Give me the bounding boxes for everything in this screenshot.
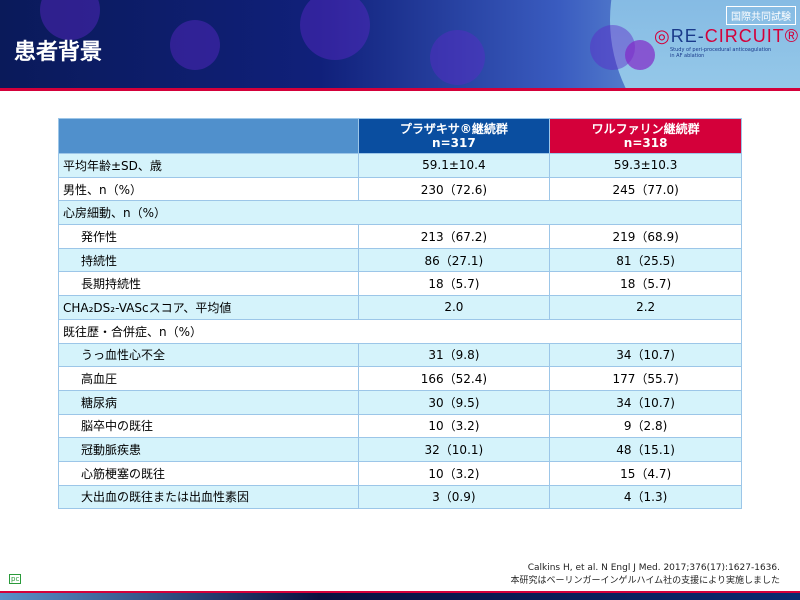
row-label: 心筋梗塞の既往	[58, 460, 359, 486]
header-banner	[0, 0, 800, 88]
trial-badge: 国際共同試験	[726, 6, 796, 25]
table-row: うっ血性心不全 31（9.8) 34（10.7)	[58, 342, 742, 368]
row-label: うっ血性心不全	[58, 342, 359, 368]
row-label: 平均年齢±SD、歳	[58, 153, 359, 178]
table-row: 脳卒中の既往 10（3.2) 9（2.8)	[58, 413, 742, 439]
table-row: 既往歴・合併症、n（%）	[58, 318, 742, 344]
footnote: Calkins H, et al. N Engl J Med. 2017;376…	[511, 562, 780, 588]
table-row: 大出血の既往または出血性素因 3（0.9) 4（1.3)	[58, 484, 742, 510]
row-label: 冠動脈疾患	[58, 437, 359, 462]
row-label: 発作性	[58, 224, 359, 249]
header-pradaxa: プラザキサ®継続群 n=317	[357, 118, 551, 154]
pradaxa-value: 230（72.6)	[357, 176, 551, 202]
table-row: 冠動脈疾患 32（10.1) 48（15.1)	[58, 437, 742, 462]
footer-band	[0, 591, 800, 600]
reference: Calkins H, et al. N Engl J Med. 2017;376…	[527, 563, 780, 573]
row-label: 長期持続性	[58, 271, 359, 297]
table-row: CHA₂DS₂-VAScスコア、平均値 2.0 2.2	[58, 295, 742, 320]
pradaxa-value: 86（27.1)	[357, 247, 551, 273]
pc-mark: pc	[9, 574, 22, 584]
table-row: 心筋梗塞の既往 10（3.2) 15（4.7)	[58, 460, 742, 486]
warfarin-value: 9（2.8)	[549, 413, 742, 439]
warfarin-value: 18（5.7)	[549, 271, 742, 297]
warfarin-value: 4（1.3)	[549, 484, 742, 510]
pradaxa-value: 32（10.1)	[357, 437, 551, 462]
pradaxa-value: 213（67.2)	[357, 224, 551, 249]
section-label: 心房細動、n（%）	[58, 200, 742, 226]
row-label: 持続性	[58, 247, 359, 273]
warfarin-value: 177（55.7)	[549, 366, 742, 391]
pradaxa-value: 31（9.8)	[357, 342, 551, 368]
patient-characteristics-table: プラザキサ®継続群 n=317 ワルファリン継続群 n=318 平均年齢±SD、歳 5…	[58, 118, 742, 510]
pradaxa-value: 2.0	[357, 295, 551, 320]
table-row: 糖尿病 30（9.5) 34（10.7)	[58, 389, 742, 415]
header-warfarin: ワルファリン継続群 n=318	[549, 118, 742, 154]
warfarin-value: 2.2	[549, 295, 742, 320]
table-row: 高血圧 166（52.4) 177（55.7)	[58, 366, 742, 391]
warfarin-value: 34（10.7)	[549, 342, 742, 368]
pradaxa-value: 3（0.9)	[357, 484, 551, 510]
warfarin-value: 34（10.7)	[549, 389, 742, 415]
pradaxa-value: 18（5.7)	[357, 271, 551, 297]
support-note: 本研究はベーリンガーインゲルハイム社の支援により実施しました	[510, 576, 780, 586]
warfarin-value: 219（68.9)	[549, 224, 742, 249]
table-row: 長期持続性 18（5.7) 18（5.7)	[58, 271, 742, 297]
pradaxa-value: 10（3.2)	[357, 460, 551, 486]
table-row: 発作性 213（67.2) 219（68.9)	[58, 224, 742, 249]
pradaxa-value: 59.1±10.4	[357, 153, 551, 178]
table-row: 男性、n（%） 230（72.6) 245（77.0)	[58, 176, 742, 202]
table-row: 心房細動、n（%）	[58, 200, 742, 226]
warfarin-value: 48（15.1)	[549, 437, 742, 462]
table-row: 平均年齢±SD、歳 59.1±10.4 59.3±10.3	[58, 153, 742, 178]
pradaxa-value: 166（52.4)	[357, 366, 551, 391]
page-title: 患者背景	[14, 40, 103, 65]
row-label: 高血圧	[58, 366, 359, 391]
warfarin-value: 15（4.7)	[549, 460, 742, 486]
pradaxa-value: 10（3.2)	[357, 413, 551, 439]
row-label: 大出血の既往または出血性素因	[58, 484, 359, 510]
warfarin-value: 59.3±10.3	[549, 153, 742, 178]
table-row: 持続性 86（27.1) 81（25.5)	[58, 247, 742, 273]
re-circuit-logo: ◎RE-CIRCUIT® Study of peri-procedural an…	[654, 26, 799, 59]
section-label: 既往歴・合併症、n（%）	[58, 318, 742, 344]
pradaxa-value: 30（9.5)	[357, 389, 551, 415]
row-label: 糖尿病	[58, 389, 359, 415]
warfarin-value: 245（77.0)	[549, 176, 742, 202]
row-label: 脳卒中の既往	[58, 413, 359, 439]
row-label: 男性、n（%）	[58, 176, 359, 202]
row-label: CHA₂DS₂-VAScスコア、平均値	[58, 295, 359, 320]
header-divider	[0, 88, 800, 91]
header-empty	[58, 118, 359, 154]
warfarin-value: 81（25.5)	[549, 247, 742, 273]
